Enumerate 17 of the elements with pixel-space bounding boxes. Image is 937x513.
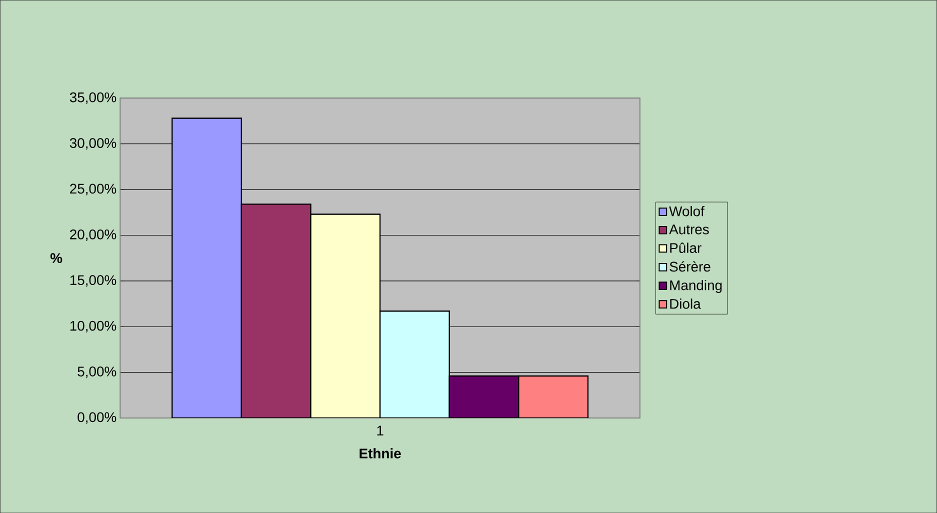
y-tick-label: 10,00% xyxy=(70,320,116,332)
legend-label: Manding xyxy=(670,280,722,293)
legend-label: Sérère xyxy=(670,261,710,272)
y-tick-label: 15,00% xyxy=(70,275,116,287)
legend-label: Autres xyxy=(669,224,709,234)
y-tick-label: 20,00% xyxy=(70,229,116,241)
legend-label: Wolof xyxy=(669,206,704,216)
y-tick-label: 30,00% xyxy=(70,138,116,150)
legend-label: Diola xyxy=(670,298,701,309)
legend-label: Pûlar xyxy=(670,242,702,253)
y-tick-label: 0,00% xyxy=(78,412,116,424)
x-axis-title: Ethnie xyxy=(360,448,401,458)
y-tick-label: 35,00% xyxy=(70,92,116,104)
y-tick-label: 25,00% xyxy=(70,184,116,196)
y-axis-title: % xyxy=(50,253,62,263)
x-tick-label: 1 xyxy=(377,426,384,436)
y-tick-label: 5,00% xyxy=(78,366,116,378)
